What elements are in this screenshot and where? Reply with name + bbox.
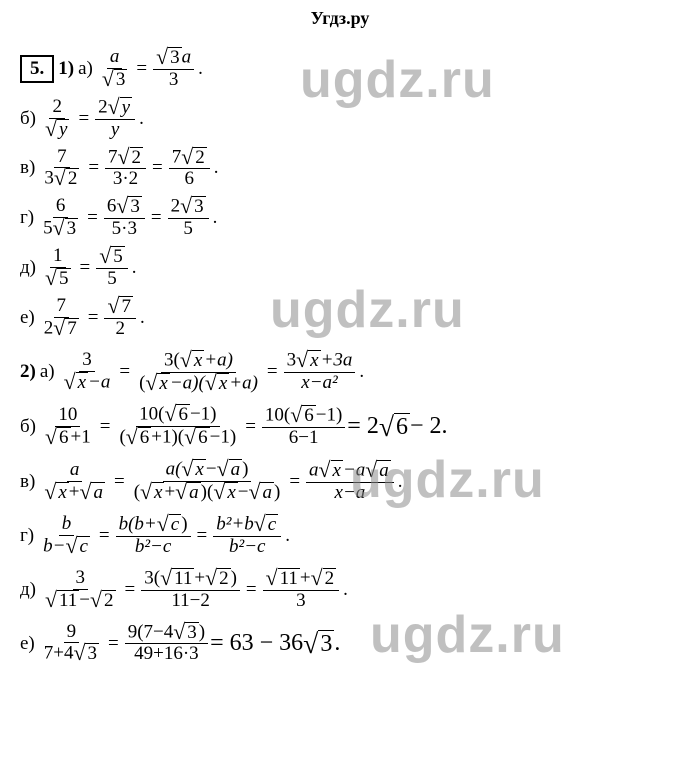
row-1g: г) 65√3 = 6√35·3 = 2√35 .	[20, 196, 660, 240]
row-2b: б) 10√6+1 = 10(√6−1)(√6+1)(√6−1) = 10(√6…	[20, 404, 660, 449]
item-label: б)	[20, 417, 36, 437]
row-2d: д) 3√11−√2 = 3(√11+√2)11−2 = √11+√23 .	[20, 568, 660, 612]
row-2v: в) a√x+√a = a(√x−√a)(√x+√a)(√x−√a) = a√x…	[20, 459, 660, 504]
row-1d: д) 1√5 = √55 .	[20, 246, 660, 290]
section-label: 1)	[58, 59, 74, 79]
item-label: а)	[78, 59, 93, 79]
row-1e: е) 72√7 = √72 .	[20, 296, 660, 340]
item-label: е)	[20, 634, 35, 654]
item-label: д)	[20, 258, 36, 278]
math-content: 5. 1) а) a√3 = √3a3 . б) 2√y = 2√yy . в)…	[0, 37, 680, 679]
item-label: е)	[20, 308, 35, 328]
item-label: а)	[40, 362, 55, 382]
page-header: Угдз.ру	[0, 0, 680, 37]
item-label: д)	[20, 580, 36, 600]
item-label: г)	[20, 526, 34, 546]
item-label: б)	[20, 109, 36, 129]
row-1a: 5. 1) а) a√3 = √3a3 .	[20, 47, 660, 91]
row-1b: б) 2√y = 2√yy .	[20, 97, 660, 141]
problem-number: 5.	[20, 55, 54, 83]
item-label: в)	[20, 472, 35, 492]
row-2g: г) bb−√c = b(b+√c)b²−c = b²+b√cb²−c .	[20, 514, 660, 558]
row-2e: е) 97+4√3 = 9(7−4√3)49+16·3 = 63 − 36√3.	[20, 622, 660, 666]
item-label: г)	[20, 208, 34, 228]
row-1v: в) 73√2 = 7√23·2 = 7√26 .	[20, 147, 660, 191]
row-2a: 2) а) 3√x−a = 3(√x+a)(√x−a)(√x+a) = 3√x+…	[20, 350, 660, 395]
section-label: 2)	[20, 362, 36, 382]
item-label: в)	[20, 158, 35, 178]
